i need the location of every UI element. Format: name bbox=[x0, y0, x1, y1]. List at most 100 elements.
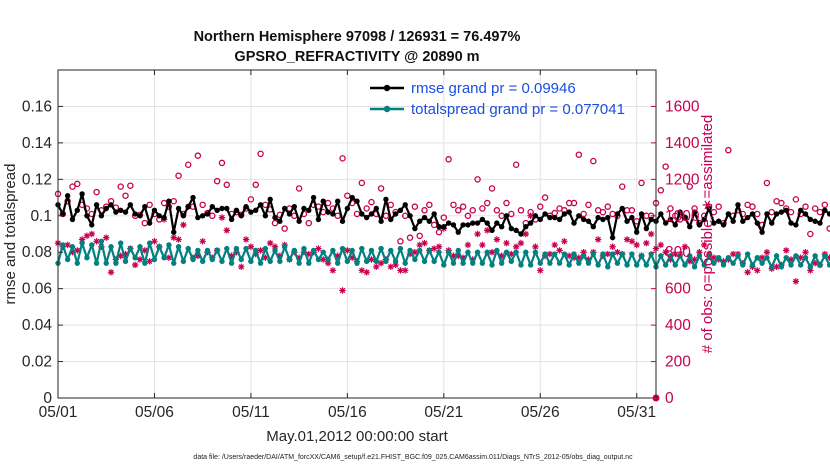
obs-assimilated-point bbox=[295, 254, 303, 261]
obs-possible-point bbox=[358, 179, 366, 187]
obs-possible-point bbox=[590, 157, 597, 165]
spread-point bbox=[682, 262, 688, 268]
rmse-point bbox=[523, 224, 529, 230]
spread-point bbox=[740, 262, 746, 268]
obs-assimilated-point bbox=[300, 249, 308, 256]
rmse-point bbox=[416, 218, 423, 224]
spread-point bbox=[137, 244, 143, 250]
rmse-point bbox=[185, 203, 191, 210]
rmse-point bbox=[696, 222, 703, 228]
spread-point bbox=[807, 264, 814, 270]
obs-assimilated-point bbox=[406, 250, 414, 258]
obs-assimilated-point bbox=[131, 261, 139, 269]
rmse-point bbox=[373, 205, 379, 212]
spread-point bbox=[537, 260, 543, 266]
obs-possible-point bbox=[281, 225, 288, 232]
rmse-point bbox=[209, 203, 216, 210]
rmse-point bbox=[79, 191, 85, 197]
obs-assimilated-point bbox=[609, 243, 616, 250]
spread-point bbox=[301, 245, 307, 252]
spread-point bbox=[484, 249, 490, 255]
x-tick-label: 05/26 bbox=[521, 404, 560, 421]
spread-point bbox=[614, 260, 621, 266]
spread-point bbox=[556, 260, 563, 266]
obs-assimilated-point bbox=[517, 239, 525, 247]
obs-assimilated-point bbox=[271, 243, 279, 250]
spread-point bbox=[658, 253, 664, 259]
rmse-point bbox=[156, 213, 162, 219]
spread-point bbox=[797, 262, 804, 268]
obs-assimilated-point bbox=[358, 267, 366, 274]
spread-point bbox=[253, 247, 259, 254]
spread-point bbox=[257, 260, 264, 266]
spread-point bbox=[691, 264, 698, 270]
obs-possible-point bbox=[599, 208, 607, 216]
rmse-point bbox=[450, 222, 457, 228]
obs-possible-point bbox=[768, 208, 775, 216]
rmse-point bbox=[315, 216, 322, 223]
rmse-point bbox=[180, 213, 187, 219]
spread-point bbox=[532, 249, 539, 255]
rmse-point bbox=[392, 211, 399, 217]
rmse-point bbox=[662, 220, 669, 226]
y-right-tick-label: 800 bbox=[665, 244, 691, 261]
y-left-tick-label: 0.02 bbox=[22, 354, 52, 371]
legend-spread-marker bbox=[383, 105, 391, 113]
rmse-point bbox=[171, 229, 177, 235]
rmse-point bbox=[629, 214, 635, 221]
spread-point bbox=[354, 260, 360, 266]
obs-possible-point bbox=[517, 207, 525, 214]
rmse-point bbox=[812, 218, 818, 224]
obs-possible-point bbox=[209, 212, 216, 220]
spread-point bbox=[368, 247, 375, 254]
spread-point bbox=[383, 258, 389, 265]
obs-assimilated-point bbox=[107, 269, 115, 276]
rmse-point bbox=[310, 194, 317, 201]
spread-point bbox=[281, 244, 288, 250]
spread-point bbox=[204, 247, 211, 254]
obs-possible-point bbox=[416, 232, 423, 240]
spread-point bbox=[460, 260, 466, 266]
legend-rmse-marker bbox=[383, 84, 391, 92]
obs-assimilated-point bbox=[315, 245, 322, 252]
rmse-point bbox=[619, 205, 625, 212]
rmse-point bbox=[383, 196, 389, 203]
obs-possible-point bbox=[69, 183, 76, 190]
spread-point bbox=[416, 247, 423, 254]
rmse-point bbox=[267, 196, 273, 203]
rmse-point bbox=[248, 209, 254, 215]
spread-line bbox=[56, 240, 830, 268]
rmse-point bbox=[470, 220, 476, 226]
obs-assimilated-point bbox=[88, 230, 95, 238]
obs-assimilated-point bbox=[98, 243, 105, 250]
obs-possible-point bbox=[127, 182, 134, 189]
spread-point bbox=[156, 244, 162, 250]
y-right-tick-label: 400 bbox=[665, 317, 691, 334]
rmse-point bbox=[93, 202, 100, 208]
obs-assimilated-point bbox=[392, 261, 399, 269]
obs-assimilated-point bbox=[522, 230, 529, 238]
obs-assimilated-point bbox=[165, 254, 173, 261]
y-left-tick-label: 0 bbox=[43, 390, 52, 407]
obs-assimilated-point bbox=[334, 252, 341, 260]
obs-possible-point bbox=[479, 205, 486, 212]
rmse-point bbox=[614, 211, 621, 217]
spread-point bbox=[715, 254, 722, 261]
rmse-point bbox=[547, 214, 553, 221]
spread-point bbox=[219, 258, 225, 265]
y-axis-right-label: # of obs: o=possible; ∗=assimilated bbox=[699, 115, 716, 354]
spread-point bbox=[185, 245, 191, 252]
obs-possible-point bbox=[686, 183, 694, 190]
obs-assimilated-point bbox=[662, 249, 669, 256]
rmse-point bbox=[349, 194, 355, 201]
obs-possible-point bbox=[570, 199, 578, 207]
obs-assimilated-point bbox=[773, 263, 780, 270]
rmse-point bbox=[638, 211, 645, 217]
obs-assimilated-point bbox=[78, 236, 86, 243]
spread-point bbox=[706, 253, 712, 259]
spread-point bbox=[171, 260, 177, 266]
rmse-point bbox=[286, 211, 293, 217]
obs-possible-point bbox=[811, 205, 819, 212]
obs-assimilated-point bbox=[754, 267, 761, 274]
rmse-point bbox=[609, 234, 616, 241]
